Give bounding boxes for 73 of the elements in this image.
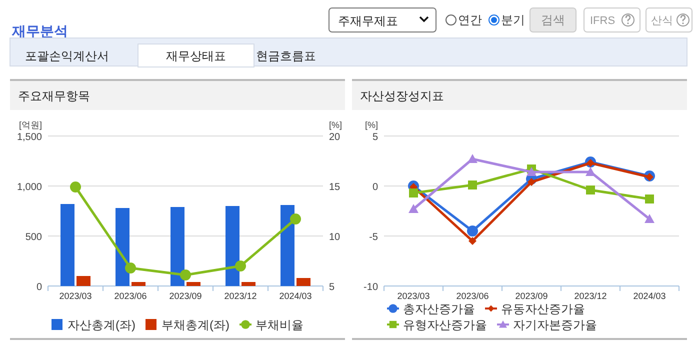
point [408, 204, 418, 213]
y2-tick-label: 20 [329, 132, 341, 143]
x-tick-label: 2023/09 [515, 291, 548, 301]
point [646, 173, 654, 181]
text: IFRS [590, 15, 616, 27]
legend-label: 총자산증가율 [403, 302, 475, 316]
y-tick-label: 1,000 [16, 182, 42, 193]
x-tick-label: 2023/09 [169, 291, 202, 301]
bar [296, 278, 310, 286]
y-tick-label: 1,500 [16, 132, 42, 143]
bar [170, 207, 184, 286]
x-tick-label: 2023/06 [114, 291, 147, 301]
text: 재무상태표 [166, 49, 226, 63]
point [468, 154, 478, 163]
y-tick-label: 500 [25, 232, 42, 243]
y-tick-label: -5 [369, 232, 378, 243]
point [467, 226, 478, 236]
point [526, 167, 536, 176]
y-tick-label: 5 [372, 132, 378, 143]
text: 분기 [501, 13, 525, 27]
y-tick-label: 0 [36, 282, 42, 293]
point [468, 180, 477, 190]
chart-title: 주요재무항목 [18, 89, 90, 103]
text: 연간 [458, 13, 482, 27]
x-tick-label: 2023/06 [456, 291, 489, 301]
x-tick-label: 2023/03 [59, 291, 92, 301]
y-axis-title: [%] [364, 120, 378, 130]
y2-tick-label: 10 [329, 232, 341, 243]
point [586, 167, 596, 176]
text: 검색 [541, 13, 565, 27]
text: 주재무제표 [338, 14, 398, 28]
bar [132, 282, 146, 286]
point [70, 182, 81, 192]
x-tick-label: 2024/03 [633, 291, 666, 301]
text: 재무분석 [11, 23, 68, 39]
x-tick-label: 2023/03 [397, 291, 430, 301]
bar [242, 282, 256, 286]
legend-label: 부채비율 [256, 318, 304, 332]
point [409, 188, 418, 198]
legend-label: 유동자산증가율 [501, 302, 585, 316]
bar [186, 282, 200, 286]
text: 현금흐름표 [256, 49, 316, 63]
point [125, 262, 136, 274]
bar [60, 204, 74, 286]
y2-tick-label: 15 [329, 182, 341, 193]
y2-tick-label: 5 [329, 282, 335, 293]
x-tick-label: 2023/12 [224, 291, 257, 301]
bar [226, 206, 240, 286]
point [180, 270, 191, 280]
chart-title: 자산성장성지표 [360, 89, 444, 103]
text: 산식 [651, 15, 673, 27]
legend-label: 부채총계(좌) [162, 318, 230, 332]
point [290, 214, 301, 224]
point [586, 159, 594, 167]
legend-label: 자기자본증가율 [513, 318, 597, 332]
bar [116, 208, 130, 286]
x-tick-label: 2023/12 [574, 291, 607, 301]
x-tick-label: 2024/03 [279, 291, 312, 301]
y-axis-title: [억원] [18, 120, 42, 130]
point [586, 186, 595, 194]
point [235, 260, 246, 272]
y2-axis-title: [%] [329, 120, 342, 130]
bar [76, 276, 90, 286]
text: 포괄손익계산서 [25, 49, 109, 63]
y-tick-label: -10 [364, 282, 378, 293]
point [528, 178, 536, 186]
point [644, 214, 654, 223]
bar [280, 205, 294, 286]
y-tick-label: 0 [372, 182, 378, 193]
legend-label: 자산총계(좌) [68, 318, 136, 332]
point [645, 194, 654, 204]
point [468, 237, 476, 245]
legend-label: 유형자산증가율 [403, 318, 487, 332]
